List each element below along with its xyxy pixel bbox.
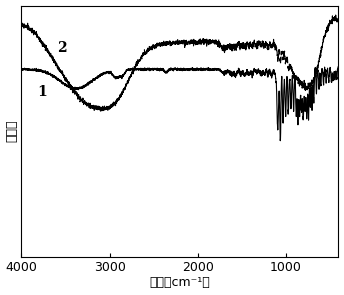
Y-axis label: 透光率: 透光率: [6, 120, 19, 142]
Text: 1: 1: [37, 86, 47, 99]
X-axis label: 波数（cm⁻¹）: 波数（cm⁻¹）: [150, 276, 210, 289]
Text: 2: 2: [57, 41, 66, 55]
